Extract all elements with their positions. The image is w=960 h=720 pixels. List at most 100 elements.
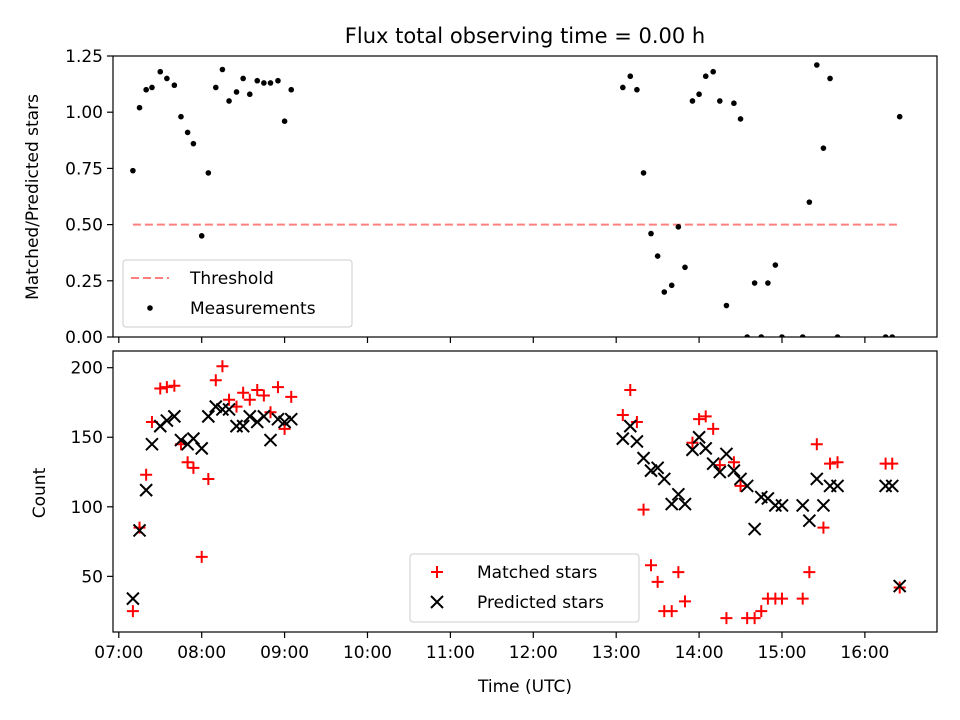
data-point xyxy=(827,75,833,82)
data-point xyxy=(650,461,665,475)
data-point xyxy=(720,612,733,625)
data-point xyxy=(620,84,626,91)
data-point xyxy=(243,393,256,406)
x-tick-label: 12:00 xyxy=(509,643,558,663)
data-point xyxy=(896,113,903,120)
data-point xyxy=(817,521,830,534)
x-tick-label: 14:00 xyxy=(675,643,724,663)
data-point xyxy=(637,503,650,516)
data-point xyxy=(672,566,685,579)
data-point xyxy=(675,224,682,230)
data-point xyxy=(140,468,153,481)
chart-title: Flux total observing time = 0.00 h xyxy=(345,24,705,48)
data-point xyxy=(710,68,716,75)
data-point xyxy=(187,461,200,474)
data-point xyxy=(744,334,750,337)
data-point xyxy=(160,381,173,394)
data-point xyxy=(885,479,899,493)
data-point xyxy=(209,374,222,387)
data-point xyxy=(154,382,167,395)
data-point xyxy=(219,66,226,73)
legend-predicted-swatch xyxy=(430,595,444,609)
y-tick-label: 0.50 xyxy=(65,216,103,236)
data-point xyxy=(201,409,216,424)
data-point xyxy=(651,575,664,588)
data-point xyxy=(816,498,831,513)
data-point xyxy=(765,280,771,286)
data-point xyxy=(810,438,823,451)
data-point xyxy=(830,479,845,493)
data-point xyxy=(139,483,153,497)
plot-area xyxy=(126,360,907,625)
data-point xyxy=(727,456,740,469)
bottom-panel: 07:00 08:00 09:00 10:00 11:00 12:00 13:00 14:00… xyxy=(71,350,938,663)
data-point xyxy=(699,441,713,456)
x-tick-label: 08:00 xyxy=(177,643,226,663)
x-tick-label: 07:00 xyxy=(94,643,143,663)
data-point xyxy=(634,86,640,93)
data-point xyxy=(648,230,654,237)
y-tick-label: 200 xyxy=(71,359,103,379)
legend-label: Matched stars xyxy=(477,563,597,583)
data-point xyxy=(644,463,658,478)
data-point xyxy=(668,282,675,289)
data-point xyxy=(882,334,889,337)
data-point xyxy=(731,100,737,107)
data-point xyxy=(257,409,271,424)
data-point xyxy=(198,233,205,239)
y-tick-label: 0.25 xyxy=(65,272,103,292)
bottom-y-axis-label: Count xyxy=(30,467,50,518)
data-point xyxy=(624,383,637,396)
data-point xyxy=(892,579,907,593)
data-point xyxy=(678,497,692,511)
data-point xyxy=(702,73,709,80)
data-point xyxy=(640,170,647,176)
data-point xyxy=(796,592,809,605)
data-point xyxy=(706,456,720,471)
legend-box xyxy=(122,259,353,328)
data-point xyxy=(254,77,261,84)
data-point xyxy=(665,605,678,618)
data-point xyxy=(236,419,250,433)
data-point xyxy=(779,334,785,337)
data-point xyxy=(803,566,816,579)
data-point xyxy=(275,77,281,84)
data-point xyxy=(740,479,754,493)
data-point xyxy=(806,199,813,205)
data-point xyxy=(657,472,671,486)
data-point xyxy=(184,129,191,136)
data-point xyxy=(734,479,747,492)
data-point xyxy=(251,383,264,396)
data-point xyxy=(278,422,291,435)
data-point xyxy=(190,140,197,147)
data-point xyxy=(889,334,896,337)
data-point xyxy=(665,497,679,511)
data-point xyxy=(202,472,215,485)
y-tick-label: 1.25 xyxy=(65,47,103,67)
data-point xyxy=(271,381,284,394)
data-point xyxy=(820,145,827,151)
data-point xyxy=(696,91,702,98)
data-point xyxy=(717,98,723,104)
y-tick-label: 150 xyxy=(71,428,103,448)
legend-matched-swatch xyxy=(431,566,443,578)
data-point xyxy=(678,595,691,608)
x-tick-label: 15:00 xyxy=(757,643,806,663)
data-point xyxy=(751,280,758,286)
data-point xyxy=(802,514,817,528)
data-point xyxy=(682,264,688,271)
data-point xyxy=(623,419,637,433)
legend: Threshold Measurements xyxy=(122,259,353,328)
data-point xyxy=(813,62,820,68)
data-point xyxy=(164,75,170,82)
y-tick-label: 0.00 xyxy=(65,328,103,348)
plot-area xyxy=(130,62,903,337)
data-point xyxy=(237,386,250,399)
data-point xyxy=(264,406,277,419)
legend-box xyxy=(409,553,640,623)
x-tick-label: 16:00 xyxy=(840,643,889,663)
y-tick-label: 0.75 xyxy=(65,159,103,179)
y-tick-label: 1.00 xyxy=(65,103,103,123)
data-point xyxy=(689,98,696,104)
data-point xyxy=(737,116,744,122)
